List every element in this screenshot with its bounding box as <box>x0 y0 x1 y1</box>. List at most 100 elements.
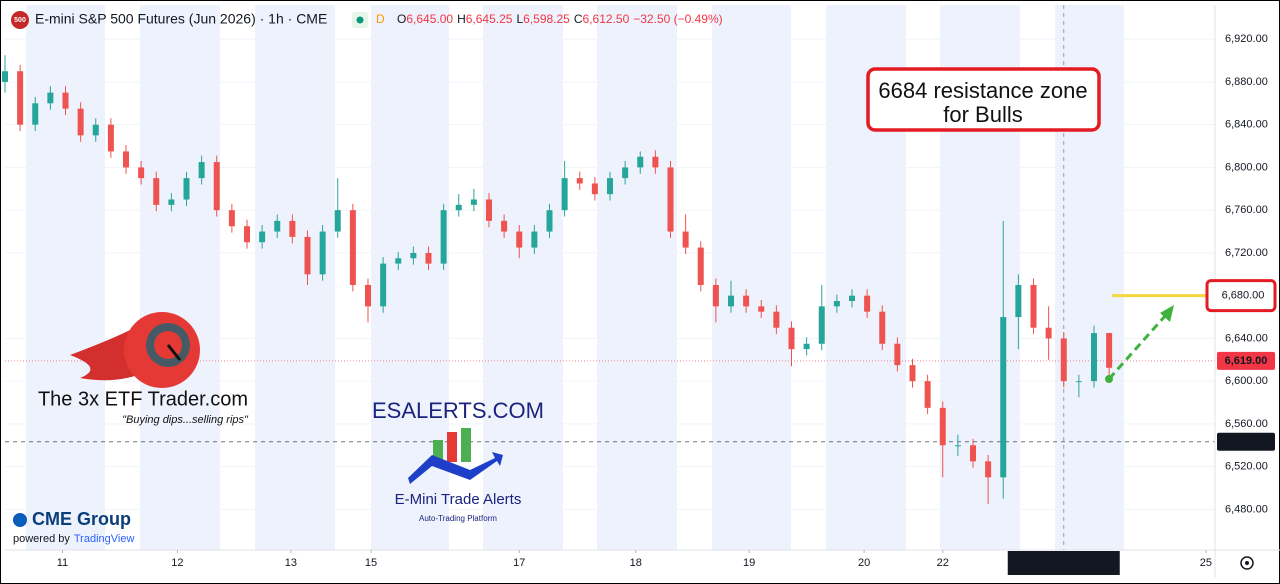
price-label: 6,619.00 <box>1225 355 1268 367</box>
interval-tag: D <box>376 12 385 26</box>
settings-icon[interactable] <box>1240 556 1254 570</box>
candle-body <box>365 284 371 307</box>
candle-body <box>410 252 417 259</box>
candle-body <box>849 295 855 302</box>
candle-body <box>1000 317 1007 478</box>
x-tick-label: 15 <box>365 557 377 569</box>
trader-logo <box>70 312 200 388</box>
ohlc: O6,645.00 H6,645.25 L6,598.25 C6,612.50 −32.… <box>397 12 723 26</box>
candle-body <box>728 295 734 307</box>
crosshair-label: 23 Mar '26 19:00 <box>1023 557 1105 569</box>
candle-body <box>622 167 629 179</box>
arrow-start <box>1105 375 1113 383</box>
annotation-box <box>866 67 1101 132</box>
x-tick-label: 17 <box>513 557 525 569</box>
candle-body <box>289 220 296 237</box>
candle-body <box>92 124 99 136</box>
powered-by: powered by TradingView <box>13 533 134 545</box>
candle-body <box>591 183 598 195</box>
y-tick-label: 6,560.00 <box>1225 418 1268 430</box>
price-label: 6,543.25 <box>1225 436 1268 448</box>
resistance-label: 6,680.00 <box>1222 290 1265 302</box>
candle-body <box>380 263 387 307</box>
l-value: 6,598.25 <box>523 12 570 26</box>
x-tick-label: 11 <box>57 557 68 569</box>
candle-body <box>2 71 8 82</box>
candle-body <box>486 199 492 221</box>
candle-body <box>1030 284 1037 328</box>
annotation: for Bulls <box>943 102 1022 127</box>
candle-body <box>833 301 840 307</box>
cme-name: CME Group <box>32 509 131 529</box>
x-tick-label: 25 <box>1200 557 1212 569</box>
candle-body <box>440 210 447 264</box>
candle-body <box>304 236 311 275</box>
symbol-icon-text: 500 <box>14 17 26 24</box>
x-tick-label: 12 <box>171 557 183 569</box>
candle-body <box>516 231 523 248</box>
candle-body <box>939 407 946 446</box>
y-tick-label: 6,880.00 <box>1225 76 1268 88</box>
candle-body <box>561 178 568 211</box>
candle-body <box>788 327 795 350</box>
candle-body <box>470 199 477 205</box>
candle-body <box>32 103 39 125</box>
c-label: C <box>574 12 583 26</box>
candle-body <box>319 231 326 275</box>
candle-body <box>546 210 553 232</box>
x-tick-label: 20 <box>858 557 870 569</box>
candle-body <box>17 71 24 125</box>
o-value: 6,645.00 <box>406 12 453 26</box>
candle-body <box>773 311 780 328</box>
h-label: H <box>457 12 466 26</box>
candle-body <box>47 92 54 104</box>
candle-body <box>954 445 961 447</box>
y-tick-label: 6,520.00 <box>1225 461 1268 473</box>
tradingview: TradingView <box>74 533 135 545</box>
trader-name: The 3x ETF Trader.com <box>38 388 248 410</box>
trader-motto: "Buying dips...selling rips" <box>122 414 249 426</box>
candle-body <box>62 92 69 109</box>
candle-body <box>970 445 976 462</box>
candle-body <box>349 210 356 285</box>
x-tick-label: 13 <box>285 557 297 569</box>
candle-body <box>803 343 810 350</box>
esalerts-tagline: E-Mini Trade Alerts <box>395 491 522 508</box>
arrow-head <box>1160 305 1174 322</box>
x-tick-label: 19 <box>743 557 755 569</box>
candle-body <box>123 151 129 168</box>
y-tick-label: 6,840.00 <box>1225 119 1268 131</box>
x-tick-label: 18 <box>630 557 642 569</box>
candle-body <box>455 204 462 211</box>
candle-body <box>894 343 901 366</box>
candle-body <box>697 247 704 285</box>
candle-body <box>334 210 341 232</box>
candle-body <box>652 156 659 168</box>
esalerts-platform: Auto-Trading Platform <box>419 514 497 523</box>
candle-body <box>607 178 613 195</box>
candle-body <box>425 252 432 264</box>
candle-body <box>1060 338 1067 382</box>
cme-icon <box>13 513 27 527</box>
candle-body <box>818 306 825 344</box>
candle-body <box>1015 284 1022 318</box>
candle-body <box>985 461 992 478</box>
candle-body <box>879 311 886 344</box>
y-tick-label: 6,480.00 <box>1225 503 1268 515</box>
o-label: O <box>397 12 406 26</box>
x-tick-label: 22 <box>937 557 949 569</box>
candle-body <box>213 162 220 211</box>
change: −32.50 (−0.49%) <box>633 12 722 26</box>
y-tick-label: 6,760.00 <box>1225 204 1268 216</box>
powered-label: powered by <box>13 533 70 545</box>
candle-body <box>259 231 266 243</box>
candle-body <box>107 124 114 152</box>
symbol-icon <box>11 11 29 29</box>
candle-body <box>909 365 916 382</box>
candle-body <box>743 295 750 307</box>
candle-body <box>758 306 765 312</box>
chart-title: E-mini S&P 500 Futures (Jun 2026) · 1h ·… <box>35 11 327 27</box>
y-tick-label: 6,600.00 <box>1225 375 1268 387</box>
candle-body <box>395 258 402 264</box>
